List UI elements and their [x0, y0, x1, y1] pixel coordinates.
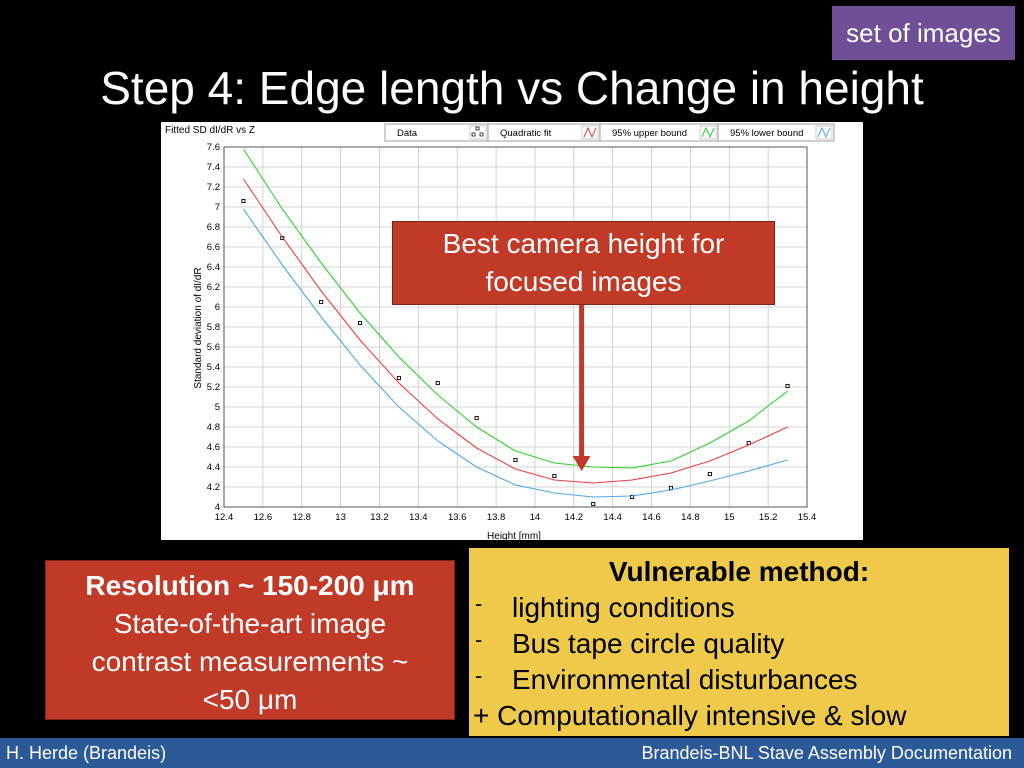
vulnerable-item: - Bus tape circle quality [469, 626, 1009, 662]
series-line [242, 208, 788, 498]
vulnerable-item-text: lighting conditions [512, 592, 735, 623]
vulnerable-heading: Vulnerable method: [608, 556, 870, 587]
legend-label: Quadratic fit [500, 128, 552, 139]
data-point [319, 299, 324, 305]
y-tick-label: 4.4 [207, 462, 220, 473]
legend-line-glyph [817, 126, 831, 139]
vulnerable-item: - Environmental disturbances [469, 662, 1009, 698]
slide-title: Step 4: Edge length vs Change in height [100, 62, 924, 114]
x-axis-label: Height [mm] [487, 531, 541, 540]
resolution-line: <50 μm [202, 684, 298, 715]
y-tick-label: 5.4 [207, 362, 220, 373]
y-tick-label: 5.2 [207, 382, 220, 393]
data-point [241, 198, 246, 204]
data-point [474, 415, 479, 421]
y-tick-label: 5.6 [207, 342, 220, 353]
series-line [242, 148, 788, 469]
legend-label: 95% upper bound [612, 128, 687, 139]
vulnerable-item-text: Bus tape circle quality [512, 628, 785, 659]
y-tick-label: 6 [215, 302, 220, 313]
x-tick-label: 13.6 [448, 512, 467, 523]
resolution-line: State-of-the-art image [113, 608, 387, 639]
vulnerable-plus-line: + Computationally intensive & slow [473, 700, 907, 731]
y-tick-label: 5 [215, 402, 220, 413]
resolution-line: contrast measurements ~ [91, 646, 409, 677]
footer-author: H. Herde (Brandeis) [6, 743, 167, 763]
legend-item-box [717, 123, 835, 142]
data-point [630, 494, 635, 500]
footer-document-title: Brandeis-BNL Stave Assembly Documentatio… [641, 743, 1012, 763]
x-tick-label: 13.2 [370, 512, 389, 523]
y-tick-label: 6.6 [207, 242, 220, 253]
resolution-box: Resolution ~ 150-200 μm State-of-the-art… [45, 560, 455, 720]
data-point [357, 320, 363, 326]
y-tick-label: 6.4 [207, 262, 220, 273]
vulnerable-item-text: Environmental disturbances [512, 664, 858, 695]
data-point [513, 457, 518, 463]
y-tick-label: 6.2 [207, 282, 220, 293]
legend-line-glyph [701, 126, 715, 139]
y-tick-label: 7 [215, 202, 220, 213]
plot-frame [223, 146, 808, 508]
data-point [591, 501, 596, 507]
y-tick-label: 5.8 [207, 322, 220, 333]
sd-vs-height-chart: 12.4 12.6 12.8 13 13.2 13.4 13.6 13.8 14 14.2 14.4… [165, 123, 835, 542]
legend-line-glyph [583, 126, 597, 139]
chart-title: Fitted SD dI/dR vs Z [165, 125, 255, 136]
legend-point-glyph [471, 132, 476, 137]
legend-label: Data [397, 128, 418, 139]
y-axis-label: Standard deviation of dI/dR [193, 267, 204, 388]
y-tick-label: 4.2 [207, 482, 220, 493]
data-point [668, 485, 674, 491]
x-tick-label: 13 [335, 512, 346, 523]
x-tick-label: 14.2 [565, 512, 584, 523]
x-tick-label: 15.4 [798, 512, 817, 523]
x-tick-label: 13.4 [409, 512, 428, 523]
x-tick-label: 15 [724, 512, 735, 523]
x-tick-label: 12.4 [215, 512, 234, 523]
data-point [435, 380, 440, 386]
best-height-callout: Best camera height for focused images [392, 221, 775, 305]
x-tick-label: 13.8 [487, 512, 506, 523]
series-line [242, 178, 788, 484]
data-point [396, 375, 401, 381]
footer-bar: H. Herde (Brandeis) Brandeis-BNL Stave A… [0, 738, 1024, 768]
bullet-dash: - [475, 663, 483, 688]
callout-line-2: focused images [485, 266, 682, 297]
data-point [707, 471, 712, 477]
vulnerable-item: - lighting conditions [469, 590, 1009, 626]
legend-point-glyph [479, 132, 484, 137]
x-tick-label: 14.8 [681, 512, 700, 523]
legend-point-glyph [475, 126, 480, 131]
x-tick-label: 14 [530, 512, 541, 523]
x-tick-label: 14.4 [603, 512, 622, 523]
x-tick-label: 12.8 [292, 512, 311, 523]
legend-label: 95% lower bound [730, 128, 803, 139]
bullet-dash: - [475, 627, 483, 652]
bullet-dash: - [475, 591, 483, 616]
resolution-heading: Resolution ~ 150-200 μm [85, 570, 415, 601]
y-tick-label: 4.8 [207, 422, 220, 433]
y-tick-label: 4 [215, 502, 220, 513]
y-tick-label: 7.6 [207, 142, 220, 153]
y-tick-label: 6.8 [207, 222, 220, 233]
y-tick-label: 7.4 [207, 162, 220, 173]
set-of-images-tag: set of images [832, 6, 1015, 60]
vulnerable-method-box: Vulnerable method: - lighting conditions… [469, 548, 1009, 736]
x-tick-label: 14.6 [642, 512, 661, 523]
x-tick-label: 12.6 [254, 512, 273, 523]
y-tick-label: 4.6 [207, 442, 220, 453]
data-point [785, 383, 790, 389]
y-tick-label: 7.2 [207, 182, 220, 193]
data-point [552, 473, 557, 479]
chart-panel: 12.4 12.6 12.8 13 13.2 13.4 13.6 13.8 14 14.2 14.4… [161, 122, 863, 542]
callout-line-1: Best camera height for [442, 228, 725, 259]
x-tick-label: 15.2 [759, 512, 778, 523]
